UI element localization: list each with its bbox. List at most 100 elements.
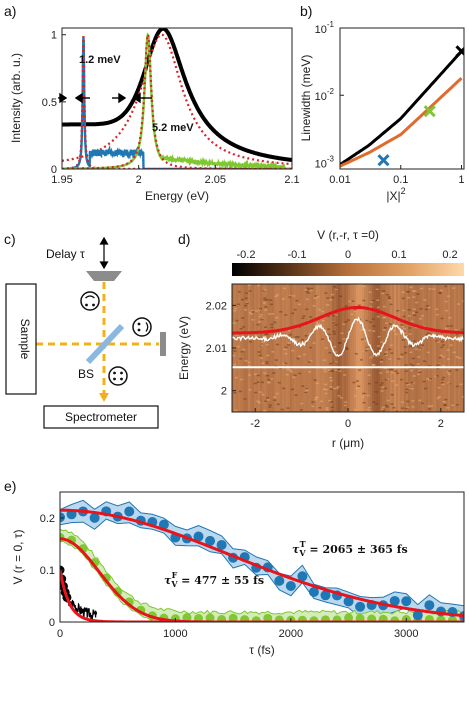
heatmap-speckle <box>301 385 305 387</box>
heatmap-stripe <box>454 284 456 412</box>
heatmap-speckle <box>342 338 346 340</box>
heatmap-speckle <box>267 378 271 381</box>
heatmap-speckle <box>401 297 405 300</box>
heatmap-speckle <box>422 360 426 363</box>
heatmap-speckle <box>312 304 316 307</box>
heatmap-speckle <box>409 386 413 388</box>
heatmap-speckle <box>254 391 258 394</box>
heatmap-speckle <box>412 340 416 342</box>
heatmap-speckle <box>423 299 427 301</box>
heatmap-stripe <box>348 284 350 412</box>
heatmap-speckle <box>263 326 267 328</box>
heatmap-speckle <box>418 371 422 373</box>
heatmap-stripe <box>388 284 390 412</box>
heatmap-stripe <box>402 284 404 412</box>
panel-b-marker-cross <box>455 45 464 58</box>
heatmap-stripe <box>246 284 248 412</box>
heatmap-stripe <box>392 284 394 412</box>
heatmap-speckle <box>381 409 385 412</box>
heatmap-speckle <box>367 382 371 385</box>
panel-e-xtick-label: 1000 <box>163 628 187 640</box>
heatmap-speckle <box>438 291 442 294</box>
panel-a-xtick-label: 2.05 <box>205 174 226 186</box>
heatmap-speckle <box>266 399 270 401</box>
panel-a-xlabel: Energy (eV) <box>145 189 209 203</box>
heatmap-speckle <box>350 313 354 316</box>
heatmap-stripe <box>298 284 300 412</box>
heatmap-speckle <box>438 356 442 359</box>
heatmap-speckle <box>286 407 290 409</box>
beam-splitter-label: BS <box>78 367 94 381</box>
heatmap-speckle <box>412 308 416 310</box>
heatmap-speckle <box>403 332 407 335</box>
heatmap-speckle <box>360 359 364 361</box>
blue-data-point <box>343 596 354 607</box>
panel-b-ytick-label: 10-1 <box>315 20 335 36</box>
heatmap-speckle <box>422 380 426 383</box>
heatmap-speckle <box>234 307 238 310</box>
heatmap-speckle <box>306 292 310 294</box>
blue-data-point <box>297 571 308 582</box>
heatmap-stripe <box>270 284 272 412</box>
heatmap-speckle <box>377 335 381 338</box>
heatmap-speckle <box>344 346 348 349</box>
heatmap-speckle <box>419 317 423 320</box>
heatmap-speckle <box>333 351 337 353</box>
heatmap-speckle <box>436 367 440 370</box>
heatmap-speckle <box>401 407 405 409</box>
heatmap-speckle <box>368 291 372 293</box>
heatmap-speckle <box>344 321 348 323</box>
heatmap-speckle <box>421 315 425 317</box>
panel-a-series-line <box>62 32 292 169</box>
heatmap-speckle <box>355 387 359 390</box>
heatmap-speckle <box>337 395 341 397</box>
heatmap-speckle <box>446 325 450 327</box>
heatmap-speckle <box>410 381 414 384</box>
colorbar-tick-label: 0 <box>345 249 351 261</box>
heatmap-speckle <box>419 287 423 290</box>
heatmap-speckle <box>327 369 331 371</box>
heatmap-speckle <box>440 346 444 349</box>
heatmap-speckle <box>381 386 385 388</box>
heatmap-speckle <box>391 380 395 382</box>
heatmap-gaussian-fit <box>232 306 464 335</box>
heatmap-stripe <box>304 284 306 412</box>
heatmap-speckle <box>339 295 343 297</box>
heatmap-speckle <box>251 319 255 321</box>
heatmap-speckle <box>401 325 405 328</box>
heatmap-speckle <box>254 334 258 337</box>
heatmap-stripe <box>278 284 280 412</box>
heatmap-speckle <box>432 288 436 290</box>
heatmap-speckle <box>304 391 308 393</box>
heatmap-speckle <box>422 325 426 328</box>
heatmap-stripe <box>430 284 432 412</box>
retro-mirror-top <box>86 271 122 281</box>
panel-c: c) Delay τ BS Sample Spectrometer <box>4 231 166 429</box>
heatmap-speckle <box>330 410 334 412</box>
heatmap-speckle <box>376 299 380 301</box>
heatmap-speckle <box>441 383 445 386</box>
blue-data-point <box>216 539 227 550</box>
heatmap-speckle <box>368 329 372 332</box>
heatmap-speckle <box>452 351 456 354</box>
blue-data-point <box>285 581 296 592</box>
heatmap-speckle <box>316 323 320 326</box>
panel-b-marker-cross <box>377 154 390 167</box>
heatmap-speckle <box>272 372 276 374</box>
heatmap-stripe <box>414 284 416 412</box>
panel-b-ytick-label: 10-3 <box>315 154 335 170</box>
heatmap-speckle <box>235 319 239 322</box>
heatmap-speckle <box>412 290 416 292</box>
heatmap-speckle <box>238 390 242 393</box>
heatmap-speckle <box>406 406 410 409</box>
panel-d-title: V (r,-r, τ =0) <box>317 228 379 242</box>
heatmap-speckle <box>262 302 266 304</box>
heatmap-speckle <box>298 372 302 375</box>
heatmap-speckle <box>334 324 338 326</box>
green-data-point <box>367 614 377 622</box>
heatmap-speckle <box>289 369 293 371</box>
heatmap-speckle <box>455 356 459 358</box>
heatmap-speckle <box>284 362 288 365</box>
blue-data-point <box>355 601 366 612</box>
heatmap-speckle <box>309 360 313 362</box>
